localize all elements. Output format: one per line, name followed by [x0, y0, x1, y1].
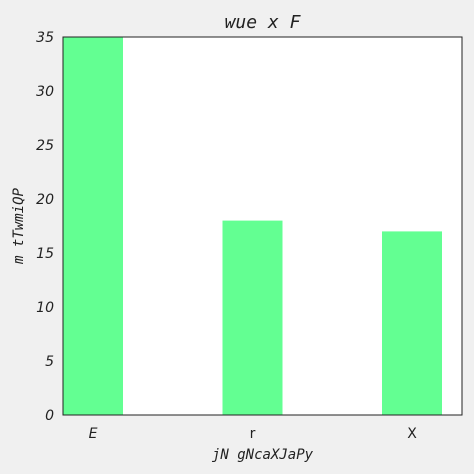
x-tick-label-r: r — [250, 426, 256, 442]
bar-E — [63, 37, 123, 415]
x-tick-label-X: X — [407, 426, 417, 442]
y-tick-label: 25 — [36, 138, 54, 154]
x-tick-label-E: E — [89, 426, 98, 442]
y-axis-label: m tTwmiQP — [11, 188, 27, 265]
y-tick-label: 30 — [36, 84, 54, 100]
bars-group — [63, 37, 442, 415]
y-tick-label: 20 — [36, 192, 54, 208]
chart-title: wue x F — [225, 12, 302, 33]
y-tick-label: 5 — [45, 354, 54, 370]
y-tick-label: 35 — [36, 30, 54, 46]
y-tick-label: 15 — [36, 246, 54, 262]
plot-frame — [62, 36, 463, 416]
bar-r — [222, 220, 283, 415]
y-tick-label: 10 — [36, 300, 54, 316]
y-axis-ticks: 0 5 10 15 20 25 30 35 — [36, 30, 54, 424]
bar-X — [382, 231, 442, 415]
y-tick-label: 0 — [45, 408, 54, 424]
x-axis-label: jN gNcaXJaPy — [212, 447, 314, 463]
